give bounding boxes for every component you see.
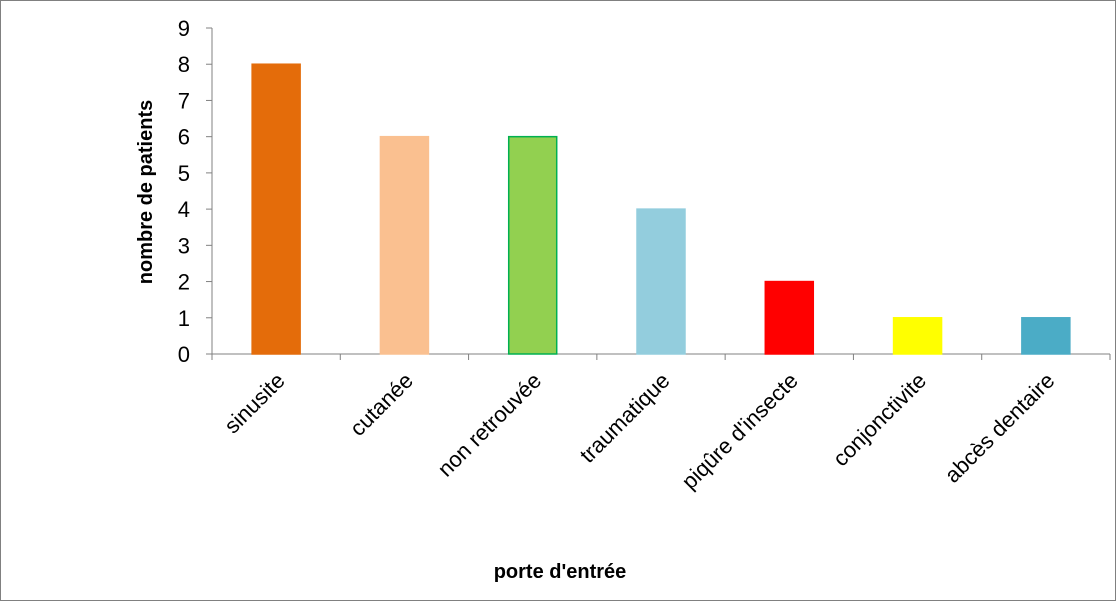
y-tick-label: 0 — [178, 342, 190, 367]
bar — [379, 135, 430, 355]
y-axis-title: nombre de patients — [135, 100, 157, 284]
y-tick-label: 4 — [178, 197, 190, 222]
y-tick-label: 1 — [178, 306, 190, 331]
y-tick-label: 7 — [178, 88, 190, 113]
bar — [636, 208, 686, 355]
bars — [251, 63, 1071, 355]
y-tick-label: 8 — [178, 52, 190, 77]
y-tick-label: 6 — [178, 125, 190, 150]
bar — [1021, 317, 1071, 355]
bar — [892, 317, 943, 355]
y-tick-label: 5 — [178, 161, 190, 186]
x-axis-title: porte d'entrée — [494, 561, 627, 583]
y-tick-label: 9 — [178, 16, 190, 41]
y-tick-label: 2 — [178, 270, 190, 295]
bar — [764, 280, 815, 355]
bar — [251, 63, 301, 355]
bar — [507, 135, 558, 355]
y-axis: 0 1 2 3 4 5 6 7 8 9 — [178, 16, 213, 367]
y-tick-label: 3 — [178, 233, 190, 258]
